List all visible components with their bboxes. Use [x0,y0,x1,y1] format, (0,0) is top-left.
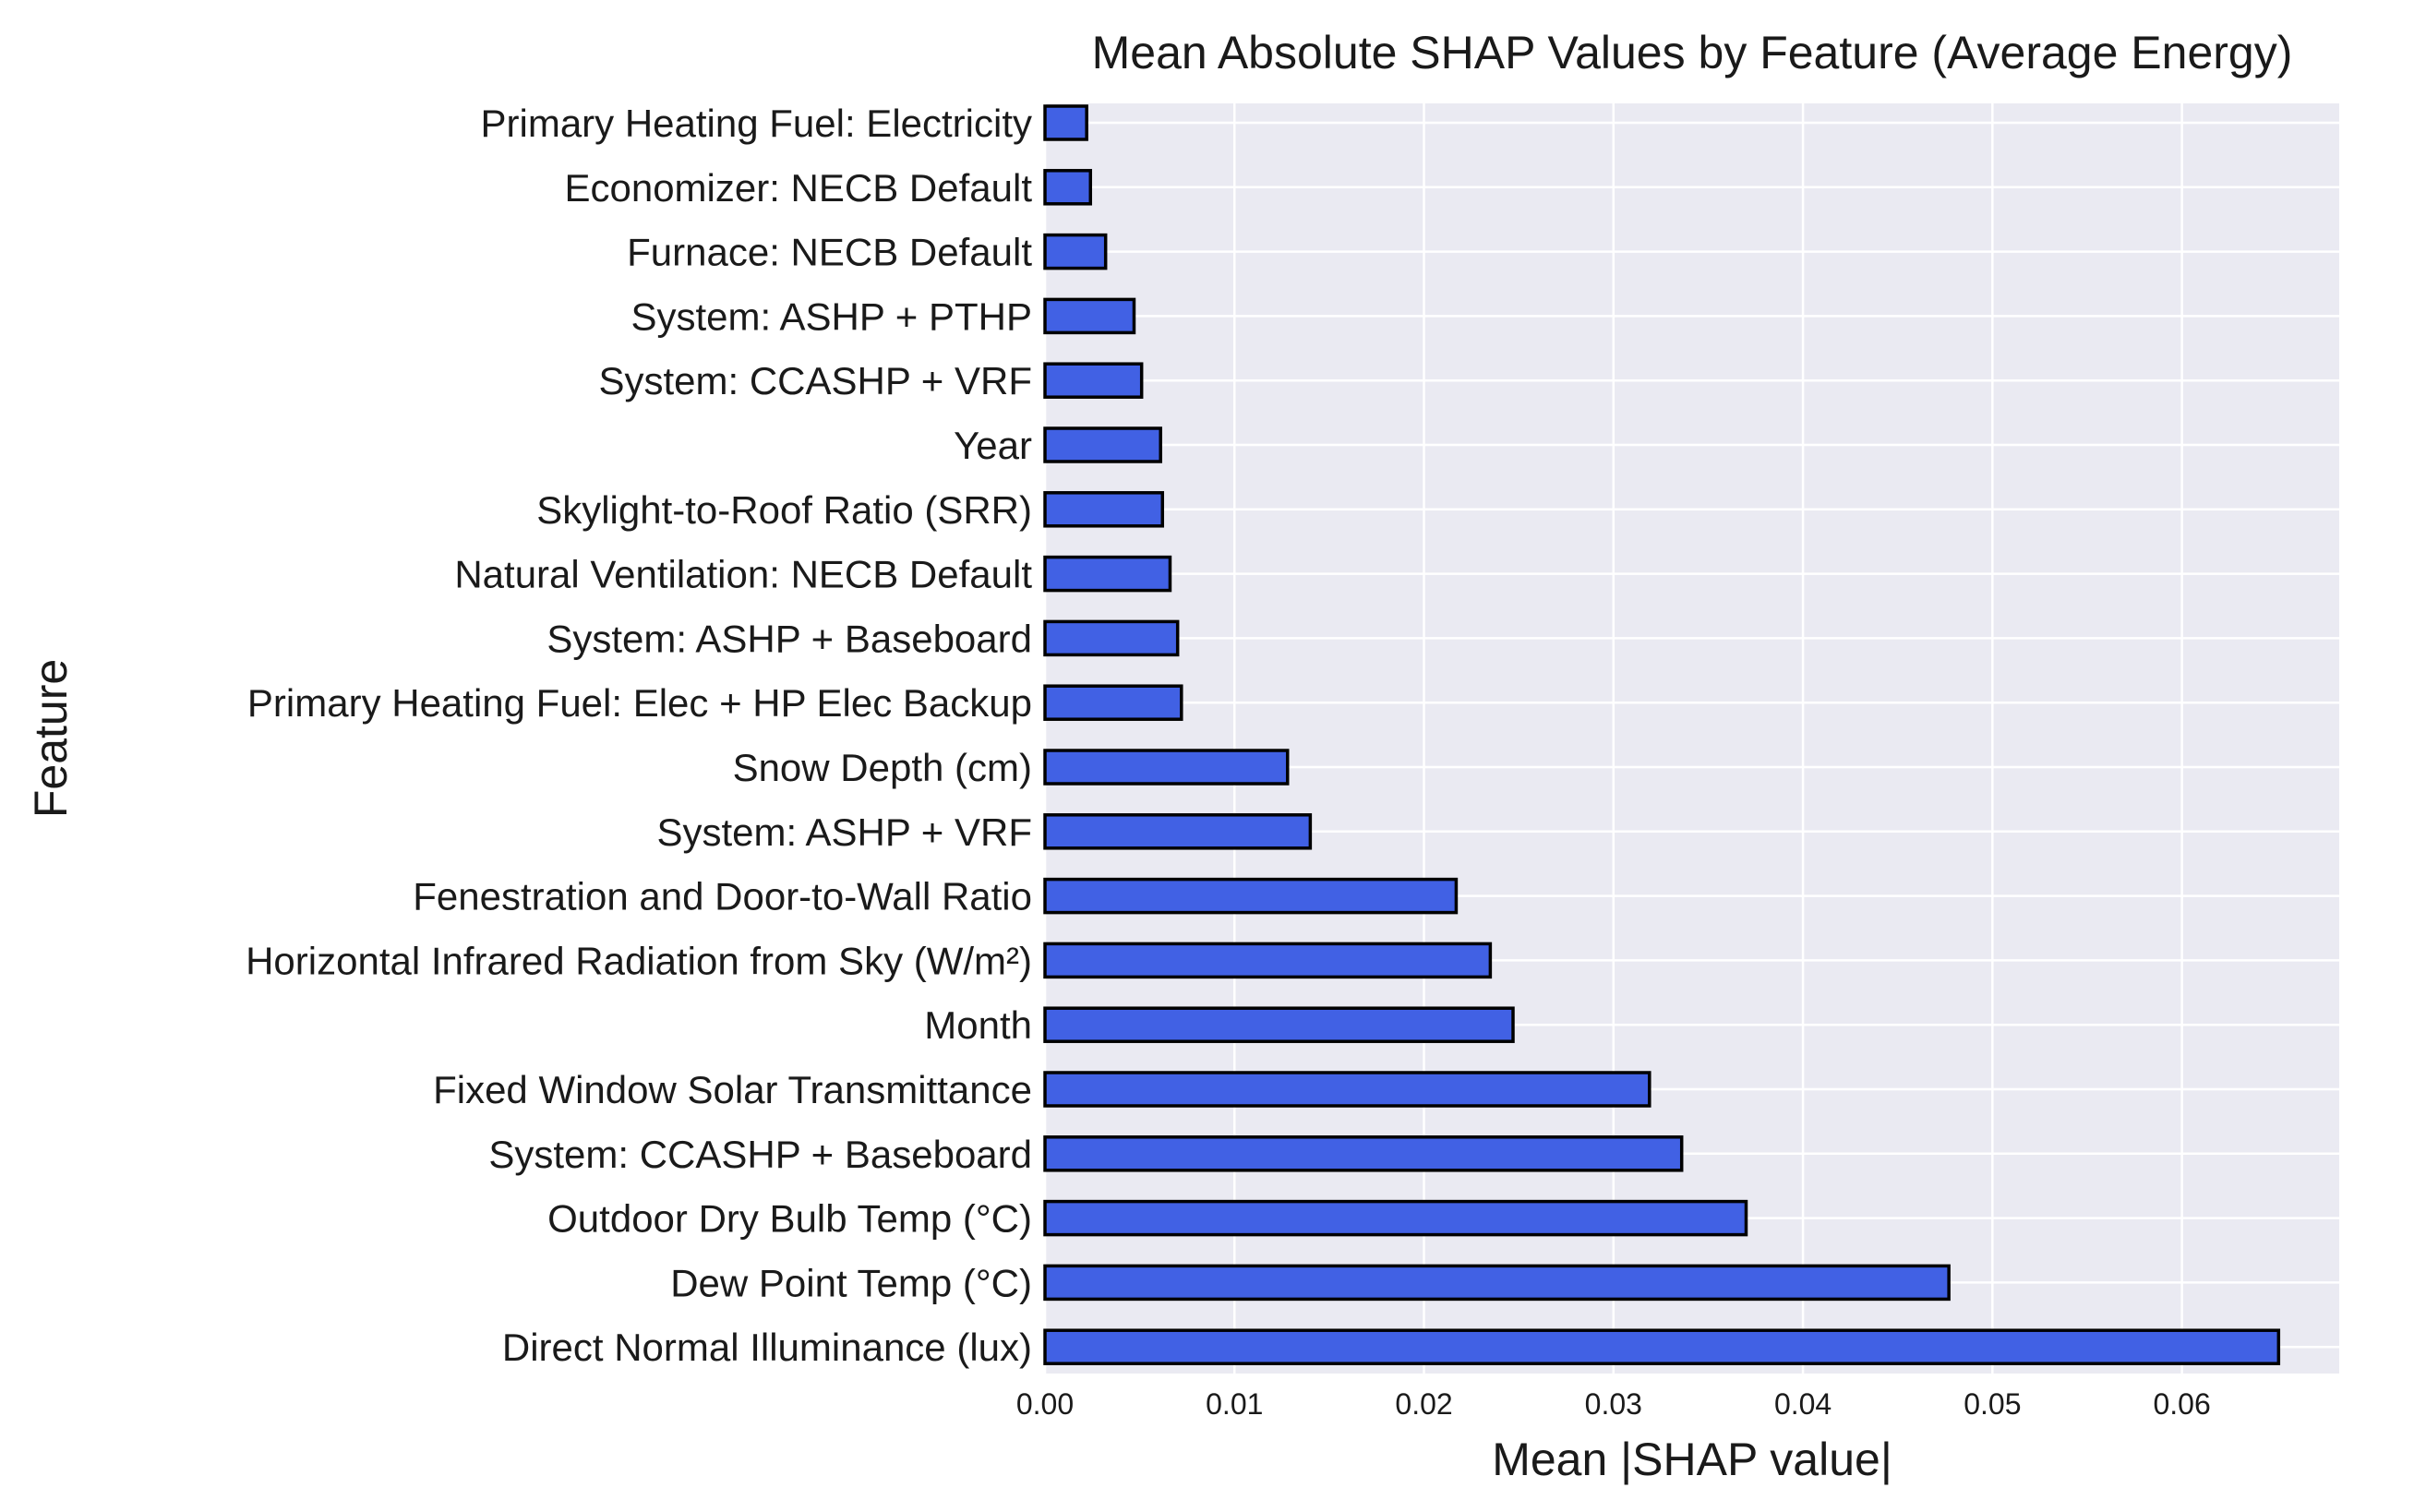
category-label: Horizontal Infrared Radiation from Sky (… [246,939,1032,982]
category-label: Natural Ventilation: NECB Default [454,553,1032,596]
category-label: Year [954,424,1032,467]
chart-title: Mean Absolute SHAP Values by Feature (Av… [1092,27,2293,78]
bar [1043,555,1172,593]
bar [1043,233,1108,270]
category-label: Month [924,1003,1032,1047]
category-label: Direct Normal Illuminance (lux) [502,1326,1032,1369]
category-label: Primary Heating Fuel: Elec + HP Elec Bac… [247,681,1032,725]
category-label: Primary Heating Fuel: Electricity [481,102,1033,145]
x-tick-label: 0.02 [1395,1387,1452,1421]
bar [1043,1071,1651,1108]
y-axis-label: Feature [25,659,77,818]
x-axis-label: Mean |SHAP value| [1492,1434,1892,1485]
bar [1043,426,1162,463]
category-label: Dew Point Temp (°C) [670,1261,1032,1304]
x-tick-label: 0.01 [1206,1387,1263,1421]
category-label: Furnace: NECB Default [627,231,1032,274]
bars [1043,104,2281,1365]
bar [1043,1264,1951,1302]
x-tick-label: 0.06 [2153,1387,2210,1421]
category-label: Fenestration and Door-to-Wall Ratio [413,875,1032,918]
bar [1043,749,1290,786]
bar [1043,877,1459,915]
bar [1043,619,1180,657]
category-label: Snow Depth (cm) [733,746,1032,789]
bar [1043,297,1136,335]
category-label: System: ASHP + PTHP [631,294,1032,338]
category-label: Skylight-to-Roof Ratio (SRR) [536,488,1032,532]
category-label: System: CCASHP + VRF [598,359,1032,402]
x-tick-label: 0.05 [1964,1387,2021,1421]
category-label: System: ASHP + VRF [656,810,1032,854]
x-tick-label: 0.00 [1016,1387,1074,1421]
category-label: System: CCASHP + Baseboard [488,1133,1032,1176]
plot-background [1045,103,2339,1374]
category-label: Fixed Window Solar Transmittance [433,1068,1032,1111]
category-labels: Primary Heating Fuel: Electricity Economi… [246,102,1032,1369]
x-tick-label: 0.04 [1774,1387,1832,1421]
bar [1043,104,1088,141]
x-tick-labels: 0.00 0.01 0.02 0.03 0.04 0.05 0.06 [1016,1387,2211,1421]
bar [1043,813,1313,850]
category-label: System: ASHP + Baseboard [546,617,1032,660]
bar [1043,1328,2281,1365]
bar [1043,1199,1748,1237]
category-label: Outdoor Dry Bulb Temp (°C) [547,1197,1032,1241]
bar [1043,942,1493,979]
bar [1043,1135,1684,1172]
x-tick-label: 0.03 [1585,1387,1642,1421]
category-label: Economizer: NECB Default [564,166,1032,210]
bar [1043,491,1165,528]
bar [1043,362,1144,399]
bar [1043,169,1093,206]
bar [1043,1006,1515,1043]
bar [1043,684,1183,721]
